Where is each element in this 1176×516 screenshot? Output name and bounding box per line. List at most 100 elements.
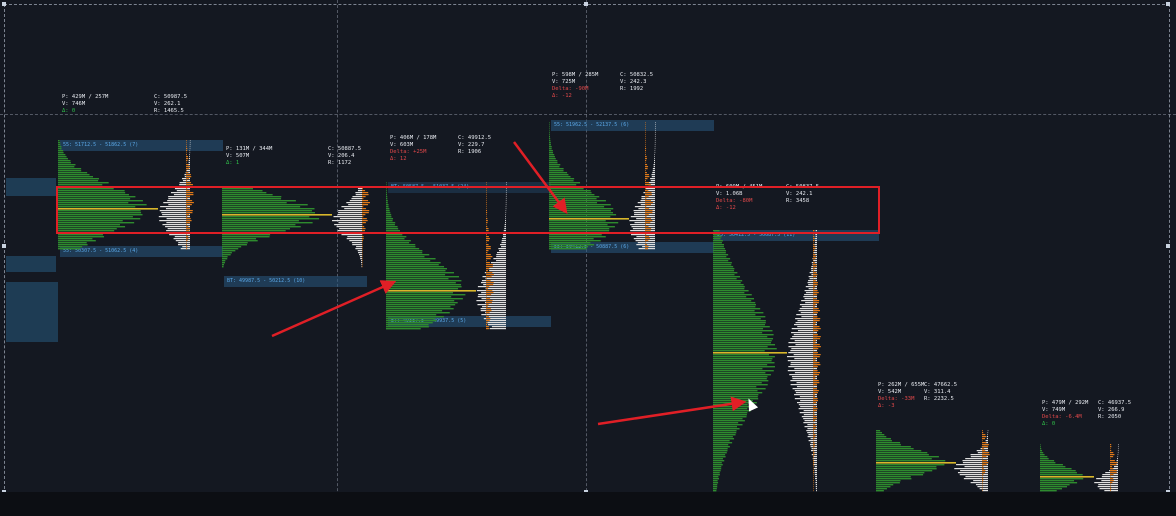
profile-bar [386, 310, 443, 312]
profile-bar [505, 202, 507, 204]
profile-bar [876, 436, 887, 438]
profile-bar [166, 222, 190, 224]
profile-bar [813, 346, 821, 348]
profile-bar [222, 240, 258, 242]
profile-bar [386, 288, 459, 290]
profile-bar [982, 456, 987, 458]
profile-bar [987, 430, 989, 432]
profile-bar [499, 250, 506, 252]
profile-bar [189, 150, 191, 152]
resize-handle[interactable] [1166, 244, 1170, 248]
profile-bar [186, 238, 189, 240]
profile-bar [549, 238, 594, 240]
profile-bar [1110, 470, 1117, 472]
stat-line: Delta: +25M [390, 149, 427, 155]
profile-bar [645, 124, 646, 126]
profile-bar [654, 122, 656, 124]
profile-bar [813, 254, 816, 256]
profile-bar [386, 256, 425, 258]
resize-handle[interactable] [1166, 2, 1170, 6]
profile-bar [956, 464, 988, 466]
profile-bar [505, 214, 507, 216]
profile-bar [222, 224, 296, 226]
profile-bar [58, 160, 71, 162]
annotation-arrow [512, 141, 568, 215]
profile-bar [813, 272, 817, 274]
va-low-label: 55: 50412.5 - 50887.5 (6) [554, 244, 630, 250]
profile-bar [648, 182, 655, 184]
stat-line: Δ: -3 [878, 403, 895, 409]
profile-bar [713, 472, 720, 474]
profile-bar [386, 198, 388, 200]
profile-bar [876, 454, 929, 456]
profile-bar [505, 182, 507, 184]
profile-bar [189, 146, 191, 148]
profile-bar [796, 382, 817, 384]
profile-bar [813, 326, 820, 328]
profile-bar [645, 230, 651, 232]
profile-bar [876, 452, 928, 454]
profile-bar [813, 312, 818, 314]
profile-bar [654, 136, 656, 138]
left-value-area-block [6, 256, 56, 272]
profile-bar [645, 168, 648, 170]
profile-bar [549, 208, 614, 210]
profile-bar [982, 470, 986, 472]
profile-bar [813, 416, 817, 418]
resize-handle[interactable] [2, 2, 6, 6]
profile-bar [713, 416, 747, 418]
profile-bar [982, 458, 983, 460]
profile-bar [645, 212, 653, 214]
profile-bar [386, 296, 452, 298]
profile-bar [654, 158, 655, 160]
profile-bar [1098, 484, 1118, 486]
profile-bar [651, 174, 655, 176]
profile-bar [713, 370, 774, 372]
profile-bar [713, 470, 721, 472]
profile-bar [1110, 482, 1113, 484]
profile-bar [713, 394, 759, 396]
profile-bar [796, 386, 817, 388]
profile-bar [645, 154, 646, 156]
profile-bar [813, 338, 821, 340]
va-low-label: 55: 50307.5 - 51062.5 (4) [63, 248, 139, 254]
profile-bar [386, 226, 398, 228]
profile-bar [813, 238, 815, 240]
profile-bar [58, 230, 115, 232]
profile-bar [876, 476, 911, 478]
stat-line: Δ: 0 [1042, 421, 1056, 427]
profile-bar [1040, 464, 1063, 466]
profile-bar [549, 188, 584, 190]
profile-bar [797, 402, 817, 404]
profile-bar [186, 180, 188, 182]
profile-bar [713, 446, 730, 448]
stat-line: C: 49912.5 [458, 135, 492, 141]
profile-bar [58, 224, 120, 226]
profile-bar [168, 198, 190, 200]
profile-bar [186, 200, 193, 202]
resize-handle[interactable] [2, 244, 6, 248]
annotation-rectangle[interactable] [56, 186, 880, 234]
profile-bar [549, 224, 608, 226]
profile-bar [549, 136, 551, 138]
profile-bar [813, 270, 815, 272]
profile-bar [813, 460, 817, 462]
profile-bar [166, 218, 190, 220]
profile-bar [549, 158, 556, 160]
profile-bar [713, 432, 737, 434]
stat-line: V: 749M [1042, 407, 1066, 413]
profile-bar [222, 260, 226, 262]
profile-bar [645, 126, 646, 128]
profile-bar [713, 296, 747, 298]
profile-bar [813, 452, 815, 454]
profile-bar [362, 206, 364, 208]
profile-bar [1040, 488, 1062, 490]
profile-bar [793, 334, 817, 336]
profile-bar [386, 254, 430, 256]
resize-handle[interactable] [584, 2, 588, 6]
profile-bar [982, 444, 989, 446]
profile-bar [483, 318, 506, 320]
profile-bar [803, 422, 817, 424]
profile-bar [486, 262, 490, 264]
